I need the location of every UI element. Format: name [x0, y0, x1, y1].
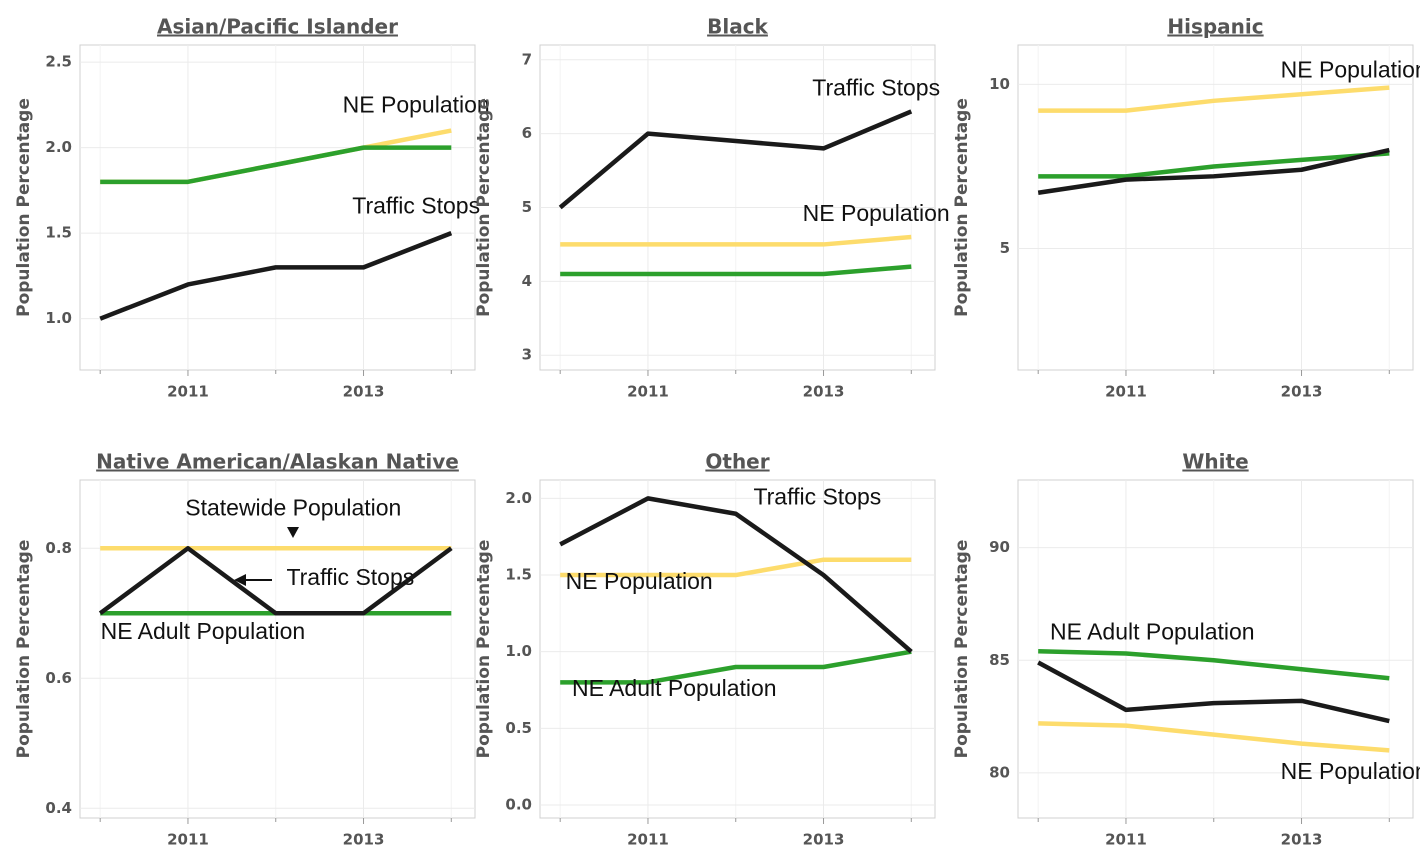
- y-axis-label: Population Percentage: [952, 540, 972, 759]
- annotation: NE Population: [343, 92, 490, 118]
- x-tick-label: 2011: [627, 383, 669, 401]
- y-tick-label: 0.0: [505, 795, 532, 813]
- series-line: [558, 109, 913, 210]
- x-tick-label: 2011: [1105, 383, 1147, 401]
- series-line: [1037, 660, 1390, 724]
- annotation: NE Population: [566, 568, 713, 594]
- y-tick-label: 0.4: [45, 799, 72, 817]
- y-tick-label: 1.5: [505, 566, 532, 584]
- y-tick-label: 5: [1000, 239, 1010, 257]
- series-line: [1038, 721, 1390, 753]
- y-axis-label: Population Percentage: [14, 98, 34, 317]
- series-line: [98, 546, 453, 616]
- y-tick-label: 0.6: [45, 669, 72, 687]
- y-tick-label: 1.0: [45, 309, 72, 327]
- chart-title: Asian/Pacific Islander: [157, 15, 398, 39]
- y-tick-label: 1.5: [45, 224, 72, 242]
- y-tick-label: 5: [522, 198, 532, 216]
- x-tick-label: 2011: [167, 831, 209, 849]
- series-line: [1037, 147, 1390, 195]
- series-line: [1038, 151, 1390, 179]
- y-tick-label: 10: [989, 75, 1010, 93]
- y-tick-label: 2.0: [505, 489, 532, 507]
- plot-frame: [79, 479, 476, 819]
- x-tick-label: 2013: [1281, 831, 1323, 849]
- y-tick-label: 1.0: [505, 642, 532, 660]
- y-axis-label: Population Percentage: [952, 98, 972, 317]
- plot-frame: [1017, 479, 1414, 819]
- chart-title: Other: [705, 450, 769, 474]
- x-tick-label: 2013: [803, 383, 845, 401]
- y-axis-label: Population Percentage: [14, 540, 34, 759]
- y-tick-label: 2.5: [45, 53, 72, 71]
- plot-frame: [539, 479, 936, 819]
- arrow: [234, 574, 246, 586]
- series-line: [99, 231, 453, 321]
- annotation: NE Population: [1281, 56, 1420, 82]
- y-tick-label: 4: [522, 272, 532, 290]
- series-line: [560, 557, 912, 578]
- arrow: [287, 527, 299, 538]
- y-tick-label: 85: [989, 651, 1010, 669]
- chart-title: Hispanic: [1167, 15, 1263, 39]
- annotation: NE Adult Population: [1050, 618, 1255, 644]
- y-tick-label: 90: [989, 538, 1010, 556]
- series-line: [559, 496, 913, 654]
- chart-title: Black: [707, 15, 768, 39]
- y-tick-label: 80: [989, 763, 1010, 781]
- series-line: [100, 145, 452, 185]
- chart-title: White: [1182, 450, 1248, 474]
- x-tick-label: 2011: [627, 831, 669, 849]
- chart-title: Native American/Alaskan Native: [96, 450, 459, 474]
- annotation: Statewide Population: [185, 494, 401, 520]
- x-tick-label: 2013: [1281, 383, 1323, 401]
- y-axis-label: Population Percentage: [474, 540, 494, 759]
- y-axis-label: Population Percentage: [474, 98, 494, 317]
- plot-frame: [79, 44, 476, 371]
- annotation: Traffic Stops: [812, 74, 940, 100]
- series-line: [1038, 649, 1390, 681]
- annotation: NE Adult Population: [572, 675, 777, 701]
- series-line: [1038, 85, 1390, 113]
- y-tick-label: 0.8: [45, 539, 72, 557]
- annotation: NE Population: [1281, 758, 1420, 784]
- annotation: NE Adult Population: [101, 618, 306, 644]
- x-tick-label: 2013: [803, 831, 845, 849]
- x-tick-label: 2011: [1105, 831, 1147, 849]
- x-tick-label: 2013: [343, 831, 385, 849]
- annotation: Traffic Stops: [352, 193, 480, 219]
- y-tick-label: 6: [522, 124, 532, 142]
- series-line: [560, 234, 912, 247]
- y-tick-label: 2.0: [45, 138, 72, 156]
- annotation: NE Population: [803, 200, 950, 226]
- series-line: [560, 649, 912, 685]
- series-line: [560, 264, 912, 277]
- x-tick-label: 2011: [167, 383, 209, 401]
- x-tick-label: 2013: [343, 383, 385, 401]
- plot-frame: [1017, 44, 1414, 371]
- y-tick-label: 7: [522, 50, 532, 68]
- y-tick-label: 0.5: [505, 719, 532, 737]
- y-tick-label: 3: [522, 346, 532, 364]
- annotation: Traffic Stops: [753, 483, 881, 509]
- annotation: Traffic Stops: [286, 564, 414, 590]
